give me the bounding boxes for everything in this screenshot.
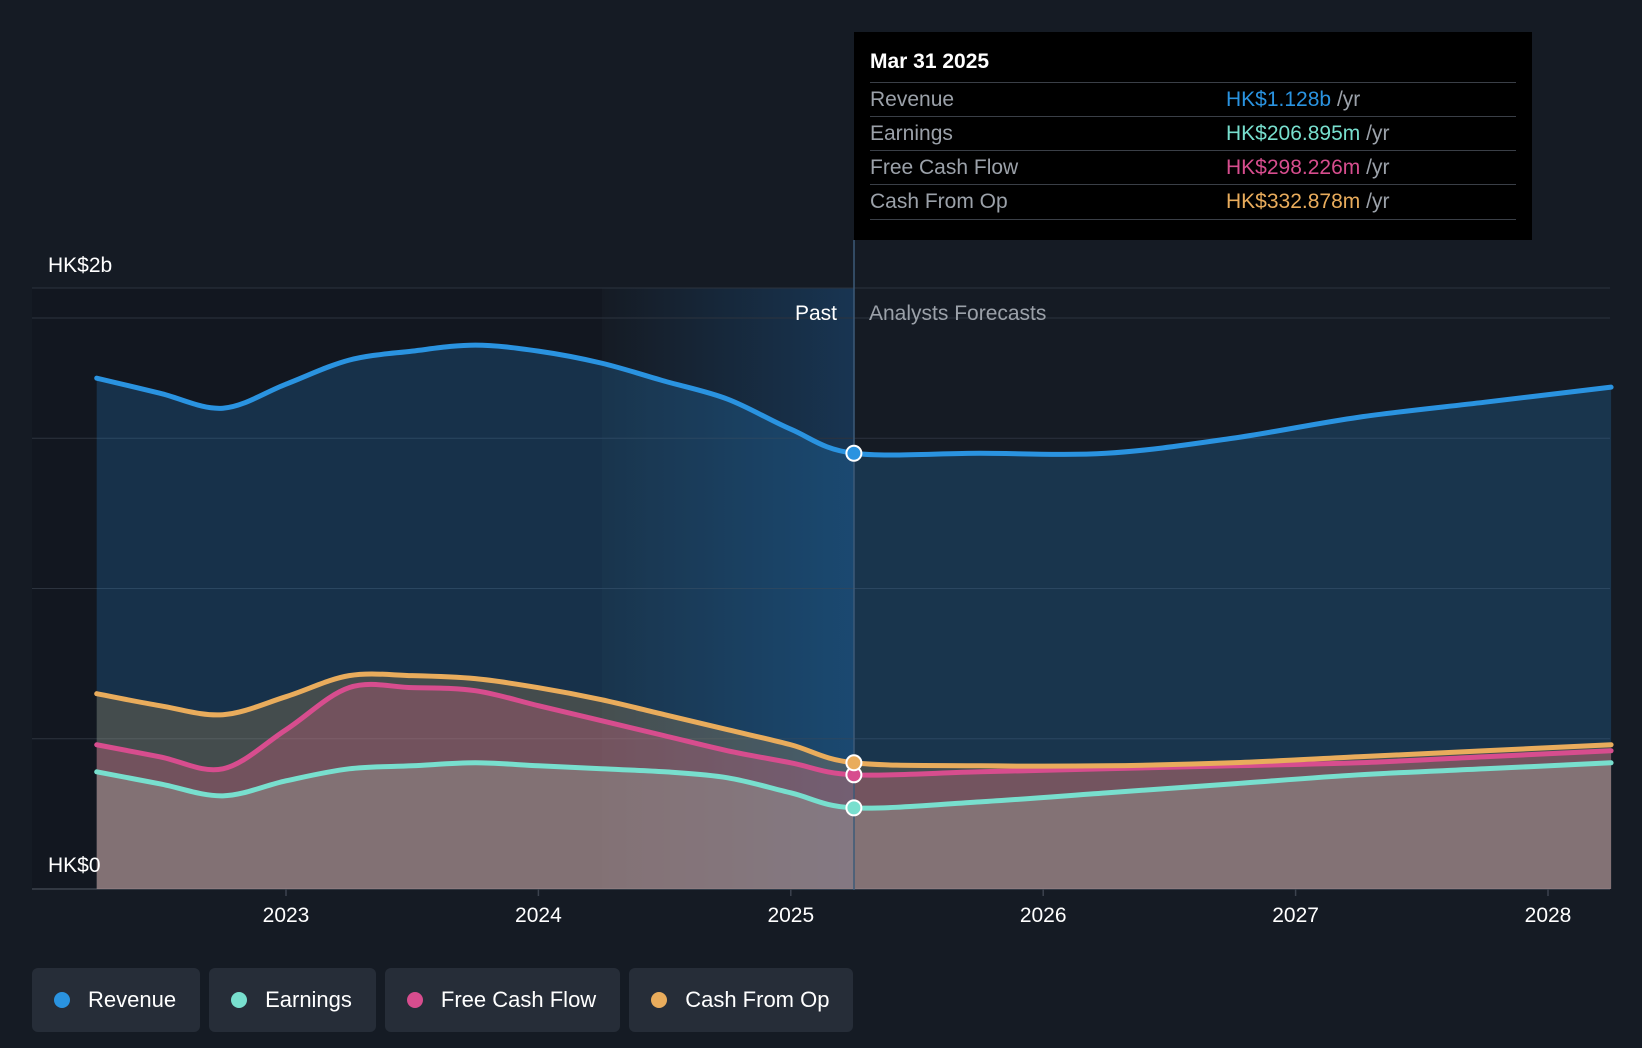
tooltip-label: Revenue (870, 88, 955, 111)
legend-label: Earnings (265, 987, 352, 1012)
tooltip-unit: /yr (1366, 190, 1390, 213)
point-earnings[interactable] (845, 799, 863, 817)
legend-dot-icon (54, 992, 70, 1008)
tooltip-label: Cash From Op (870, 190, 1008, 213)
legend-item-revenue[interactable]: Revenue (32, 968, 201, 1032)
series-lines (94, 342, 1614, 811)
legend-label: Revenue (88, 987, 177, 1012)
tooltip-value: HK$332.878m (1226, 190, 1361, 213)
forecast-label: Analysts Forecasts (869, 302, 1046, 325)
x-tick-label: 2025 (767, 904, 814, 927)
x-tick-label: 2026 (1020, 904, 1067, 927)
line-earnings (94, 760, 1614, 811)
tooltip-unit: /yr (1336, 88, 1361, 111)
tooltip-value: HK$206.895m (1226, 122, 1361, 145)
legend-item-cash-from-op[interactable]: Cash From Op (629, 968, 854, 1032)
tooltip-row-earnings: Earnings HK$206.895m /yr (870, 116, 1516, 151)
x-tick-label: 2023 (263, 904, 310, 927)
legend-dot-icon (406, 992, 423, 1008)
legend-label: Free Cash Flow (440, 987, 597, 1012)
tooltip-date: Mar 31 2025 (870, 50, 990, 73)
line-revenue (94, 342, 1614, 458)
tooltip-row-revenue: Revenue HK$1.128b /yr (870, 82, 1516, 117)
point-cash-from-op[interactable] (845, 754, 863, 772)
series-points (845, 444, 863, 817)
past-label: Past (795, 302, 837, 325)
tooltip-row-cash-from-op: Cash From Op HK$332.878m /yr (870, 184, 1516, 220)
tooltip-unit: /yr (1366, 122, 1390, 145)
grid (32, 287, 1610, 890)
legend: Revenue Earnings Free Cash Flow Cash Fro… (32, 968, 854, 1032)
tooltip-row-free-cash-flow: Free Cash Flow HK$298.226m /yr (870, 150, 1516, 185)
legend-item-free-cash-flow[interactable]: Free Cash Flow (384, 968, 621, 1032)
tooltip-label: Earnings (870, 122, 953, 145)
point-revenue[interactable] (845, 444, 863, 462)
legend-dot-icon (651, 992, 668, 1008)
legend-item-earnings[interactable]: Earnings (209, 968, 376, 1032)
y-label-bottom: HK$0 (48, 854, 101, 877)
y-label-top: HK$2b (48, 254, 112, 277)
legend-dot-icon (231, 992, 248, 1008)
line-cash-from-op (94, 671, 1614, 769)
x-tick-label: 2024 (515, 904, 562, 927)
x-axis-ticks: 2023 2024 2025 2026 2027 2028 (263, 889, 1572, 927)
line-free-cash-flow (94, 681, 1614, 778)
x-tick-label: 2027 (1272, 904, 1319, 927)
tooltip-label: Free Cash Flow (870, 156, 1019, 179)
tooltip: Mar 31 2025 Revenue HK$1.128b /yr Earnin… (854, 32, 1532, 240)
tooltip-value: HK$298.226m (1226, 156, 1361, 179)
tooltip-value: HK$1.128b (1226, 88, 1332, 111)
legend-label: Cash From Op (685, 987, 830, 1012)
x-tick-label: 2028 (1525, 904, 1572, 927)
tooltip-unit: /yr (1366, 156, 1390, 179)
